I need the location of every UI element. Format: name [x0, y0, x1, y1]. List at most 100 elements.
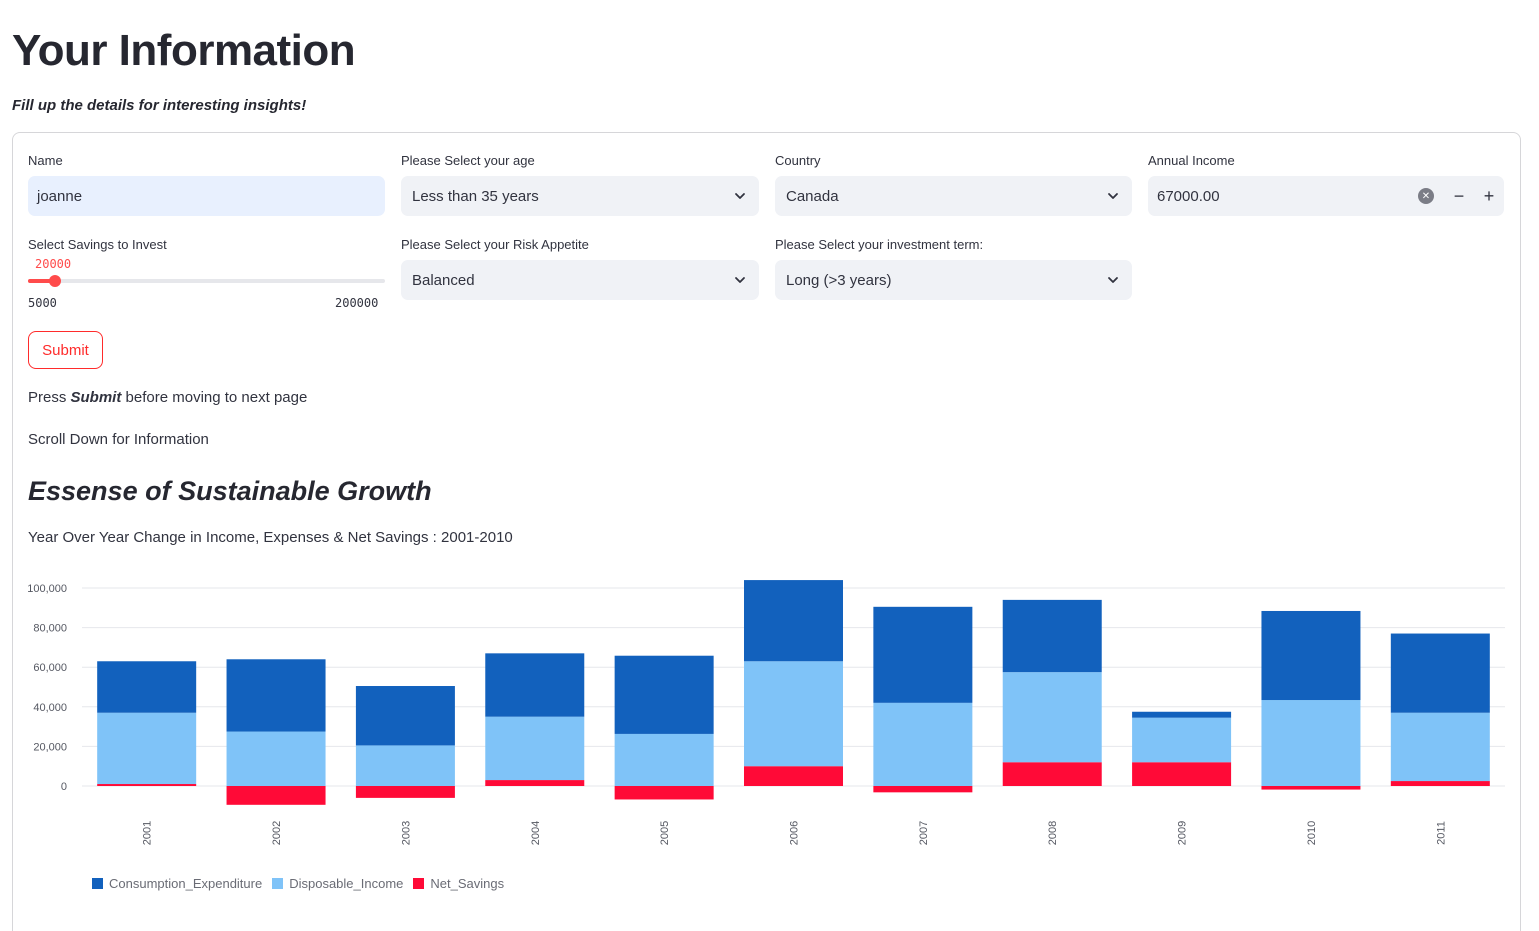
y-tick-label: 0: [61, 781, 67, 793]
income-value: 67000.00: [1157, 187, 1220, 205]
bar-consumption-expenditure: [744, 580, 843, 662]
legend-label: Consumption_Expenditure: [109, 876, 263, 891]
x-tick-label: 2005: [659, 821, 671, 845]
risk-select[interactable]: Balanced: [401, 260, 759, 300]
legend-swatch: [413, 878, 425, 889]
name-label: Name: [28, 153, 63, 168]
bar-disposable-income: [485, 716, 585, 781]
chevron-down-icon: [735, 193, 745, 199]
y-tick-label: 20,000: [33, 741, 67, 753]
bar-consumption-expenditure: [873, 606, 973, 703]
x-tick-label: 2003: [400, 821, 412, 845]
bar-consumption-expenditure: [1132, 711, 1232, 718]
clear-icon[interactable]: ✕: [1418, 188, 1434, 204]
press-submit-note: Press Submit before moving to next page: [28, 389, 307, 406]
y-tick-label: 40,000: [33, 702, 67, 714]
bar-net-savings: [1390, 781, 1490, 786]
bar-net-savings: [1002, 762, 1102, 786]
bar-net-savings: [873, 786, 973, 793]
legend-swatch: [92, 878, 103, 889]
page-title: Your Information: [12, 26, 356, 75]
y-tick-label: 100,000: [27, 583, 67, 595]
section-title: Essense of Sustainable Growth: [28, 476, 432, 506]
x-tick-label: 2002: [271, 821, 283, 845]
chevron-down-icon: [1108, 277, 1118, 283]
savings-slider-min: 5000: [28, 296, 57, 310]
risk-select-value: Balanced: [412, 271, 475, 289]
bar-disposable-income: [226, 731, 326, 786]
x-tick-label: 2008: [1047, 821, 1059, 845]
savings-slider-value: 20000: [35, 257, 72, 271]
legend-label: Disposable_Income: [289, 876, 404, 891]
x-tick-label: 2010: [1306, 821, 1318, 845]
age-select[interactable]: Less than 35 years: [401, 176, 759, 216]
bar-consumption-expenditure: [355, 686, 455, 746]
increment-button[interactable]: +: [1483, 185, 1495, 206]
bar-disposable-income: [744, 661, 843, 767]
term-select[interactable]: Long (>3 years): [775, 260, 1132, 300]
risk-label: Please Select your Risk Appetite: [401, 237, 589, 252]
bar-disposable-income: [97, 712, 197, 785]
x-tick-label: 2001: [142, 821, 154, 845]
bar-disposable-income: [355, 745, 455, 786]
slider-thumb[interactable]: [49, 275, 61, 287]
bar-consumption-expenditure: [485, 653, 585, 717]
term-select-value: Long (>3 years): [786, 271, 892, 289]
term-label: Please Select your investment term:: [775, 237, 984, 252]
chevron-down-icon: [735, 277, 745, 283]
bar-net-savings: [97, 784, 197, 786]
country-label: Country: [775, 153, 821, 168]
stacked-bar-chart: 100,000 80,000 60,000 40,000 20,000 0 2001 2002…: [27, 580, 1505, 845]
scroll-note: Scroll Down for Information: [28, 431, 209, 448]
press-prefix: Press: [28, 389, 71, 406]
bar-disposable-income: [614, 733, 714, 786]
x-tick-label: 2009: [1177, 821, 1189, 845]
legend-swatch: [272, 878, 284, 889]
bar-net-savings: [485, 780, 585, 786]
chart-subtitle: Year Over Year Change in Income, Expense…: [28, 529, 513, 546]
x-tick-label: 2011: [1435, 821, 1447, 845]
chart-legend: Consumption_Expenditure Disposable_Incom…: [92, 876, 504, 891]
chevron-down-icon: [1108, 193, 1118, 199]
country-select-value: Canada: [786, 187, 839, 205]
legend-item-net-savings: Net_Savings: [413, 876, 504, 891]
form-container: [12, 132, 1521, 931]
bar-consumption-expenditure: [1261, 610, 1361, 701]
bar-net-savings: [1261, 786, 1361, 790]
bar-disposable-income: [1261, 700, 1361, 786]
age-label: Please Select your age: [401, 153, 535, 168]
y-tick-label: 60,000: [33, 662, 67, 674]
bar-net-savings: [1132, 762, 1232, 786]
savings-slider[interactable]: [28, 275, 385, 287]
name-input[interactable]: joanne: [28, 176, 385, 216]
income-label: Annual Income: [1148, 153, 1235, 168]
bar-net-savings: [744, 766, 843, 786]
press-bold: Submit: [70, 389, 122, 406]
legend-item-disposable: Disposable_Income: [272, 876, 403, 891]
decrement-button[interactable]: −: [1453, 185, 1465, 206]
bar-consumption-expenditure: [226, 659, 326, 732]
bar-disposable-income: [1002, 672, 1102, 763]
submit-button[interactable]: Submit: [28, 331, 103, 369]
x-tick-label: 2006: [789, 821, 801, 845]
bar-consumption-expenditure: [97, 661, 197, 713]
press-suffix: before moving to next page: [121, 389, 308, 406]
savings-label: Select Savings to Invest: [28, 237, 167, 252]
bar-disposable-income: [1132, 717, 1232, 763]
x-tick-label: 2007: [918, 821, 930, 845]
bar-net-savings: [614, 786, 714, 800]
income-number-input[interactable]: 67000.00 ✕ − +: [1148, 176, 1504, 216]
bar-consumption-expenditure: [1390, 633, 1490, 713]
bar-disposable-income: [1390, 712, 1490, 782]
bar-net-savings: [355, 786, 455, 798]
bar-consumption-expenditure: [1002, 599, 1102, 673]
country-select[interactable]: Canada: [775, 176, 1132, 216]
savings-slider-max: 200000: [335, 296, 379, 310]
bar-net-savings: [226, 786, 326, 805]
y-tick-label: 80,000: [33, 623, 67, 635]
bar-disposable-income: [873, 702, 973, 786]
legend-item-consumption: Consumption_Expenditure: [92, 876, 262, 891]
page-subtitle: Fill up the details for interesting insi…: [12, 97, 307, 114]
slider-fill: [28, 279, 55, 283]
legend-label: Net_Savings: [430, 876, 505, 891]
